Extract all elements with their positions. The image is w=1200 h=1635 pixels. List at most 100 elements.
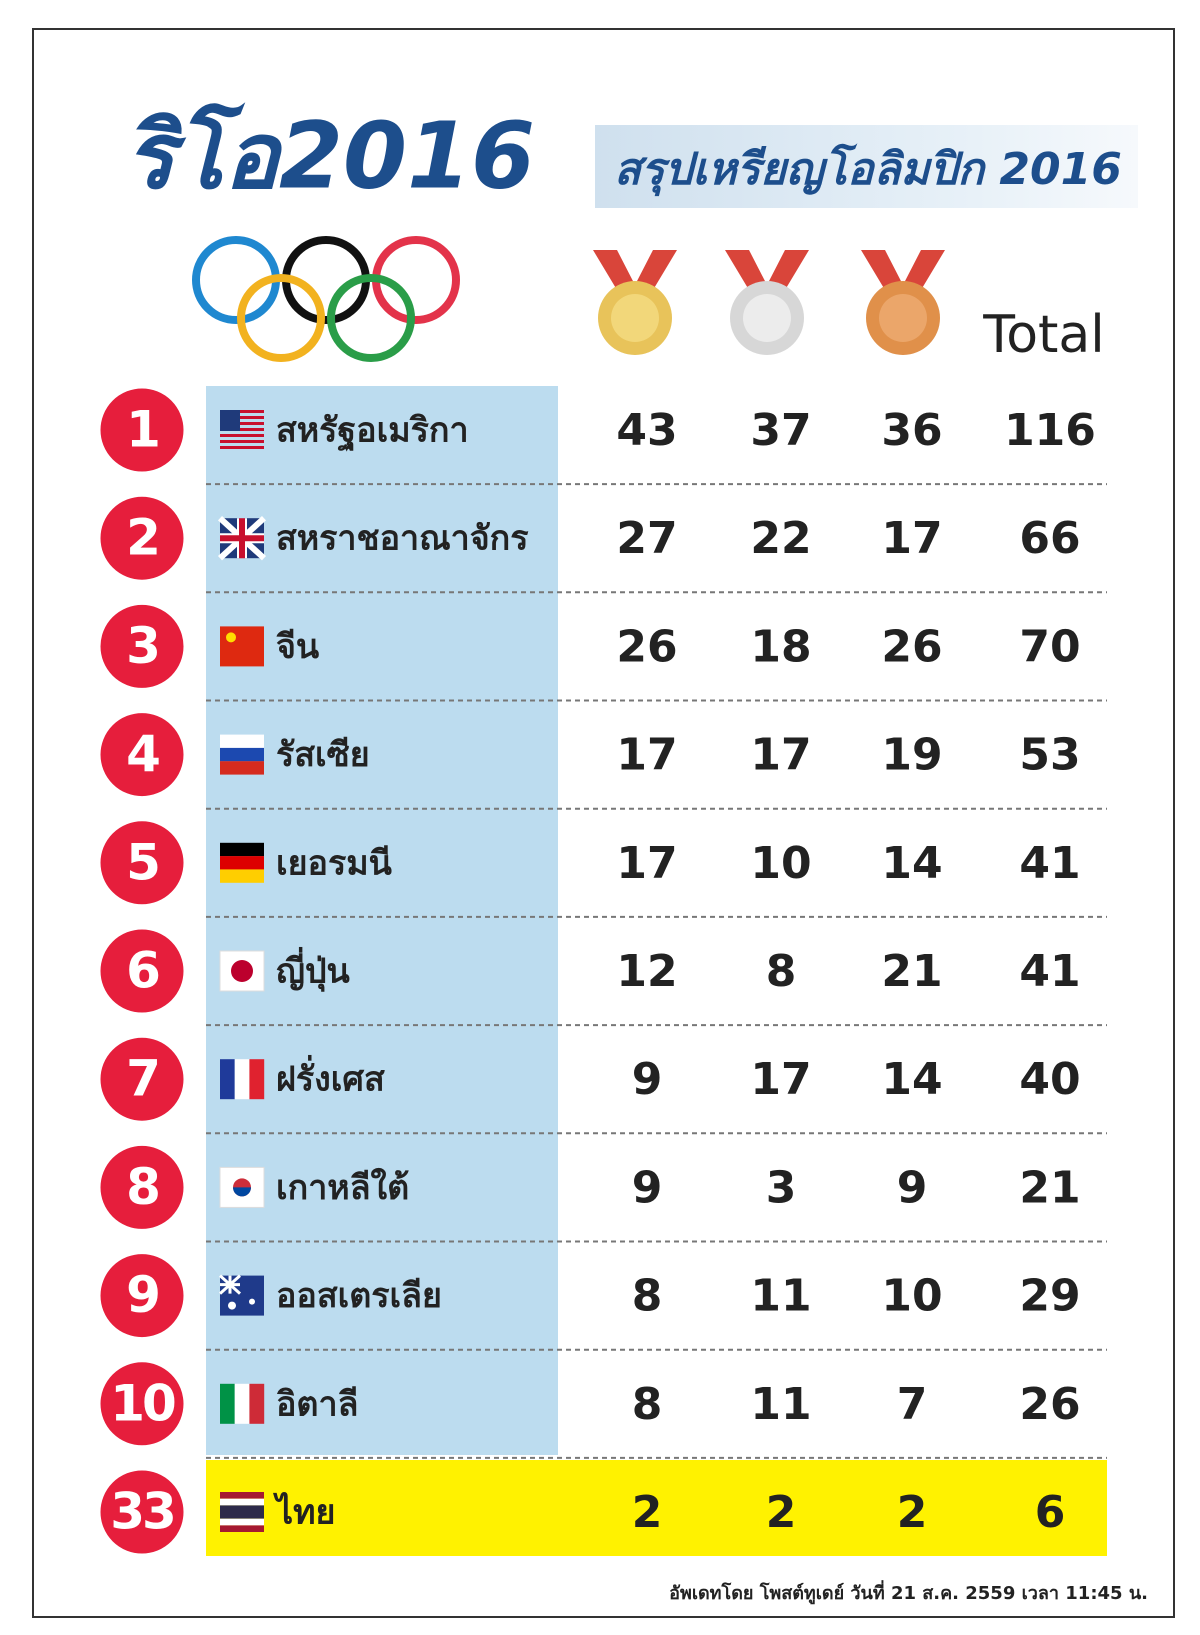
flag-stripe — [220, 1505, 264, 1519]
medal-count: 26 — [1019, 1379, 1080, 1430]
rank-badge — [97, 1034, 187, 1124]
flag-disc — [233, 1187, 251, 1197]
medal-count: 18 — [750, 621, 811, 672]
rank: 7 — [126, 1050, 158, 1108]
flag-stripe — [220, 761, 264, 775]
medal-inner — [611, 294, 659, 342]
country-name: เยอรมนี — [276, 843, 392, 883]
medal-count: 19 — [881, 730, 942, 781]
rank-badge — [97, 1359, 187, 1449]
medal-count: 9 — [897, 1162, 928, 1213]
highlight-row — [206, 1460, 1107, 1556]
country-name: อิตาลี — [276, 1384, 358, 1424]
medal-count: 21 — [881, 946, 942, 997]
flag-stripe — [220, 734, 264, 748]
table-row: 9 ออสเตรเลีย 8 11 10 29 — [97, 1251, 1107, 1351]
flag-star — [228, 1301, 236, 1310]
flag-stripe — [220, 416, 264, 419]
rank-badge — [97, 926, 187, 1016]
table-row: 10 อิตาลี 8 11 7 26 — [97, 1359, 1107, 1459]
medal-icons — [593, 250, 945, 355]
medal-count: 10 — [881, 1271, 942, 1322]
rank: 8 — [126, 1158, 158, 1216]
flag-stripe — [249, 1383, 265, 1424]
flag-stripe — [220, 869, 264, 883]
rank-badge — [97, 385, 187, 475]
table-row: 1 สหรัฐอเมริกา 43 37 36 116 — [97, 385, 1107, 486]
medal-count: 66 — [1019, 513, 1080, 564]
rank: 9 — [126, 1266, 158, 1324]
medal-count: 41 — [1019, 838, 1080, 889]
medal-count: 53 — [1019, 730, 1080, 781]
medal-count: 3 — [766, 1162, 797, 1213]
medal-count: 22 — [750, 513, 811, 564]
rank: 4 — [126, 725, 159, 783]
country-name: ญี่ปุ่น — [276, 947, 350, 993]
flag-cross — [220, 518, 264, 559]
flag-stripe — [234, 1059, 250, 1100]
flag-disc — [231, 960, 253, 982]
medal-ribbon — [725, 250, 809, 300]
table-row: 4 รัสเซีย 17 17 19 53 — [97, 710, 1107, 810]
medal-count: 37 — [750, 405, 811, 456]
rank: 3 — [126, 617, 158, 675]
medal-count: 17 — [881, 513, 942, 564]
flag-stripe — [249, 1059, 265, 1100]
flag-stripe — [220, 1059, 235, 1100]
olympic-rings — [192, 236, 460, 362]
table-row: 5 เยอรมนี 17 10 14 41 — [97, 818, 1107, 918]
medal-ribbon — [593, 250, 677, 300]
total-header: Total — [982, 305, 1104, 365]
table-row: 33 ไทย 2 2 2 6 — [97, 1467, 1066, 1557]
medal-count: 17 — [750, 1054, 811, 1105]
country-name: สหรัฐอเมริกา — [276, 411, 469, 453]
flag-stripe — [220, 842, 264, 857]
medal-count: 8 — [766, 946, 797, 997]
medal-count: 6 — [1035, 1487, 1066, 1538]
subtitle-box — [595, 125, 1138, 208]
rank-badge — [97, 1142, 187, 1232]
country-name: ฝรั่งเศส — [276, 1055, 385, 1100]
rank-badge — [97, 710, 187, 800]
rank-badge — [97, 1251, 187, 1341]
country-name: สหราชอาณาจักร — [276, 519, 529, 559]
medal-ribbon — [861, 250, 945, 300]
footer-note: อัพเดทโดย โพสต์ทูเดย์ วันที่ 21 ส.ค. 255… — [669, 1580, 1148, 1605]
country-name: ไทย — [273, 1492, 335, 1533]
rank: 10 — [110, 1374, 175, 1432]
medal-count: 2 — [897, 1487, 928, 1538]
medal-count: 11 — [750, 1379, 811, 1430]
medal-inner — [879, 294, 927, 342]
rank-badge — [97, 493, 187, 583]
country-name: รัสเซีย — [276, 735, 370, 775]
flag-union — [218, 1274, 242, 1295]
flag-stripe — [220, 856, 264, 870]
medal-count: 40 — [1019, 1054, 1080, 1105]
medal-inner — [743, 294, 791, 342]
flag-star — [249, 1298, 255, 1305]
medal-count: 17 — [616, 730, 677, 781]
medal-count: 9 — [632, 1054, 663, 1105]
medal-count: 29 — [1019, 1271, 1080, 1322]
flag-stripe — [220, 1498, 264, 1506]
medal-count: 8 — [632, 1271, 663, 1322]
table-row: 6 ญี่ปุ่น 12 8 21 41 — [97, 926, 1107, 1027]
country-name: จีน — [276, 627, 319, 667]
medal-count: 26 — [881, 621, 942, 672]
flag-stripe — [220, 1383, 235, 1424]
medal-count: 17 — [750, 730, 811, 781]
medal-count: 21 — [1019, 1162, 1080, 1213]
flag-stripe — [220, 1525, 264, 1532]
medal-count: 116 — [1004, 405, 1096, 456]
table-row: 3 จีน 26 18 26 70 — [97, 601, 1107, 702]
medal-count: 7 — [897, 1379, 928, 1430]
medal-count: 11 — [750, 1271, 811, 1322]
flag-stripe — [220, 440, 264, 443]
logo-text: ริโอ2016 — [125, 101, 535, 209]
medal-count: 26 — [616, 621, 677, 672]
rank: 33 — [110, 1483, 174, 1541]
medal-count: 70 — [1019, 621, 1080, 672]
